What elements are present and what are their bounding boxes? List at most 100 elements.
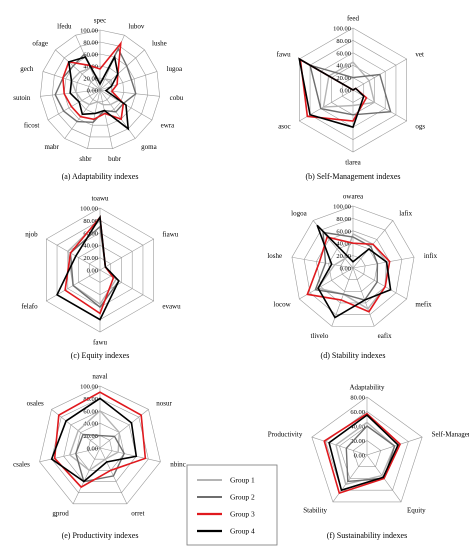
- chart-caption: (f) Sustainability indexes: [327, 531, 407, 540]
- tick-label: 60.00: [83, 52, 98, 59]
- grid-spoke: [51, 409, 101, 449]
- axis-label-ogs: ogs: [415, 123, 425, 131]
- series-group-4: [316, 224, 392, 319]
- series-group-4: [298, 57, 365, 129]
- axis-label-gprod: gprod: [52, 509, 69, 517]
- axis-label-nosur: nosur: [156, 400, 172, 408]
- radar-chart-adaptability: 0.0020.0040.0060.0080.00100.00speclubovl…: [13, 17, 183, 182]
- tick-label: 0.00: [340, 88, 351, 95]
- grid-spoke: [352, 267, 375, 327]
- axis-label-lafix: lafix: [399, 209, 412, 217]
- grid-ring: [87, 77, 113, 103]
- tick-label: 80.00: [336, 38, 351, 45]
- legend: Group 1 Group 2 Group 3 Group 4: [186, 464, 278, 546]
- chart-caption: (e) Productivity indexes: [62, 531, 139, 540]
- axis-label-njob: njob: [25, 231, 38, 239]
- axis-label-csales: csales: [13, 461, 30, 469]
- legend-label-group-2: Group 2: [230, 493, 255, 502]
- axis-label-toawu: toawu: [91, 195, 109, 203]
- tick-label: 60.00: [350, 409, 365, 416]
- axis-label-sutoin: sutoin: [13, 94, 31, 102]
- radar-chart-self-management: 0.00 20.00 40.00 60.00 80.00 100.00 feed vet ogs…: [277, 15, 426, 182]
- tick-label: 60.00: [83, 408, 98, 415]
- tick-label: 60.00: [336, 50, 351, 57]
- axis-label-ficost: ficost: [24, 122, 40, 130]
- grid-spoke: [99, 409, 149, 449]
- axis-label-infix: infix: [424, 252, 438, 260]
- tick-label: 60.00: [83, 230, 98, 237]
- series-group-4: [50, 397, 138, 483]
- axis-label-adaptability: Adaptability: [350, 384, 385, 392]
- axis-label-productivity: Productivity: [268, 430, 303, 438]
- grid-ring: [328, 242, 378, 292]
- series-group-1: [70, 67, 120, 106]
- axis-label-fawu: fawu: [93, 339, 107, 347]
- grid-spoke: [99, 238, 154, 271]
- axis-label-fiawu: fiawu: [162, 231, 178, 239]
- series-group-3: [323, 412, 402, 495]
- axis-label-tlivelo: tlivelo: [310, 332, 328, 340]
- axis-label-fawu: fawu: [277, 51, 291, 59]
- series-group-2: [345, 425, 396, 483]
- axis-label-nbinc: nbinc: [170, 461, 186, 469]
- axis-label-felafo: felafo: [21, 303, 38, 311]
- tick-label: 0.00: [87, 88, 98, 95]
- grid-ring: [340, 255, 366, 280]
- grid-spoke: [47, 89, 101, 121]
- tick-label: 100.00: [333, 204, 351, 211]
- tick-label: 80.00: [83, 396, 98, 403]
- grid-spoke: [291, 256, 354, 269]
- grid-spoke: [55, 49, 101, 91]
- grid-ring: [291, 205, 415, 327]
- axis-label-lushe: lushe: [152, 40, 167, 48]
- axis-label-lubov: lubov: [128, 23, 144, 31]
- grid-spoke: [352, 267, 407, 300]
- grid-ring: [87, 435, 113, 460]
- grid-spoke: [99, 269, 154, 302]
- tick-label: 40.00: [83, 421, 98, 428]
- series-group-4: [67, 54, 130, 131]
- tick-label: 100.00: [80, 384, 98, 391]
- tick-label: 20.00: [83, 255, 98, 262]
- grid-spoke: [99, 89, 113, 149]
- grid-ring: [51, 41, 149, 138]
- tick-label: 60.00: [336, 228, 351, 235]
- chart-caption: (d) Stability indexes: [321, 351, 386, 360]
- grid-spoke: [72, 447, 101, 504]
- axis-label-bubr: bubr: [108, 155, 122, 163]
- grid-ring: [75, 422, 125, 471]
- grid-spoke: [99, 447, 161, 463]
- axis-label-evawu: evawu: [162, 303, 181, 311]
- series-group-3: [53, 391, 147, 489]
- axis-label-ofage: ofage: [32, 40, 48, 48]
- tick-label: 0.00: [340, 266, 351, 273]
- axis-label-eafix: eafix: [378, 332, 392, 340]
- series-group-1: [316, 232, 388, 310]
- axis-label-orret: orret: [131, 509, 144, 517]
- axis-label-lugoa: lugoa: [167, 65, 183, 73]
- series-group-2: [75, 433, 125, 483]
- chart-caption: (c) Equity indexes: [71, 351, 130, 360]
- tick-label: 80.00: [336, 216, 351, 223]
- axis-label-osales: osales: [27, 400, 44, 408]
- legend-items: Group 1 Group 2 Group 3 Group 4: [197, 476, 255, 536]
- grid-ring: [51, 398, 149, 493]
- chart-caption: (b) Self-Management indexes: [305, 172, 400, 181]
- tick-label: 40.00: [350, 424, 365, 431]
- axis-label-owarea: owarea: [343, 193, 364, 201]
- tick-label: 20.00: [336, 253, 351, 260]
- legend-label-group-3: Group 3: [230, 510, 255, 519]
- tick-label: 0.00: [87, 268, 98, 275]
- legend-label-group-1: Group 1: [230, 476, 255, 485]
- tick-label: 40.00: [336, 63, 351, 70]
- tick-label: 80.00: [350, 395, 365, 402]
- axis-label-cobu: cobu: [170, 94, 184, 102]
- axis-label-stability: Stability: [303, 507, 327, 515]
- grid-ring: [39, 385, 161, 505]
- radar-chart-stability: 0.00 20.00 40.00 60.00 80.00 100.00 owarea lafi…: [267, 193, 437, 361]
- grid-spoke: [99, 49, 145, 91]
- series-group-4: [56, 214, 120, 321]
- grid-ring: [75, 65, 125, 114]
- grid-spoke: [99, 89, 136, 139]
